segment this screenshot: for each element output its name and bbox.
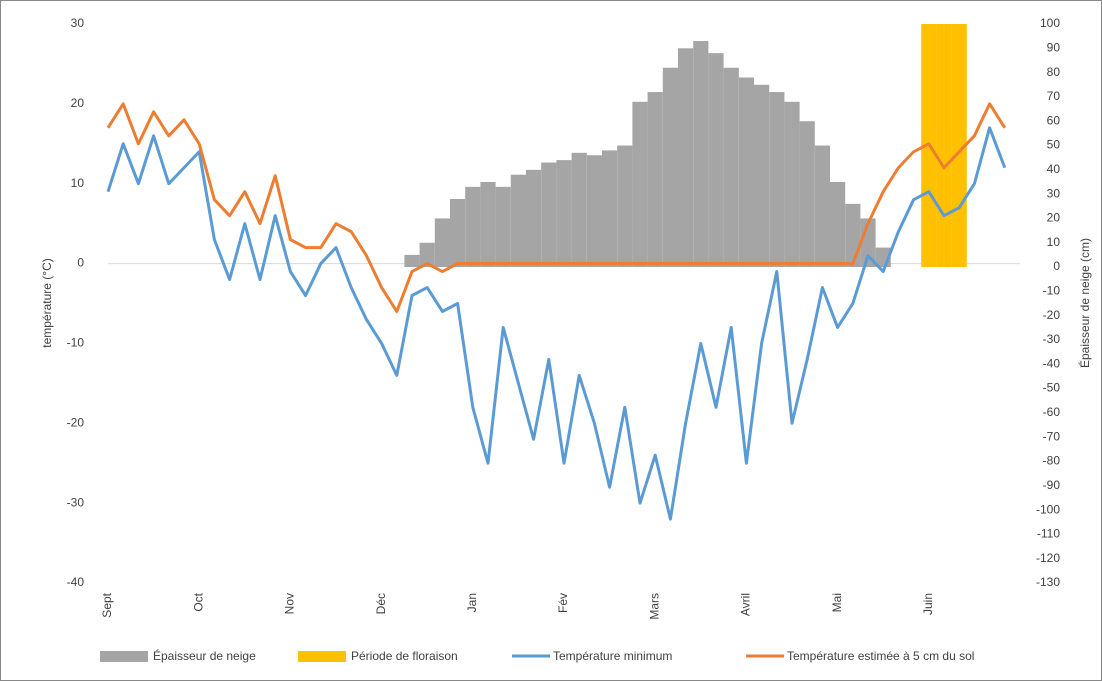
y2-tick-label: -10 [1043,284,1061,298]
bar [495,186,511,268]
legend-swatch [100,651,148,662]
bar [708,53,724,268]
y2-tick-label: -100 [1036,502,1060,516]
y2-tick-label: -110 [1037,527,1060,541]
y-axis-title: température (°C) [40,258,54,348]
y2-tick-label: 0 [1053,259,1060,273]
line [106,102,1007,313]
y2-tick-label: -130 [1036,575,1060,589]
y2-tick-label: -70 [1043,429,1061,443]
y2-tick-label: 60 [1047,113,1061,127]
y2-tick-label: 90 [1047,40,1061,54]
bar [693,41,709,268]
bar [526,169,542,268]
bar [662,67,678,268]
y2-tick-label: -30 [1043,332,1061,346]
bar [465,186,481,268]
bar [632,101,648,268]
y2-tick-label: 10 [1047,235,1061,249]
legend-label: Épaisseur de neige [153,648,256,663]
y2-tick-label: -40 [1043,356,1061,370]
x-tick-label: Sept [100,592,114,617]
y-tick-label: -20 [67,415,85,429]
y2-axis-title: Épaisseur de neige (cm) [1077,238,1092,368]
y2-tick-label: 40 [1047,162,1061,176]
y2-tick-label: -50 [1043,381,1061,395]
bar [830,181,846,268]
y2-tick-label: 100 [1040,16,1060,30]
bar [951,24,967,268]
y2-tick-label: -20 [1043,308,1061,322]
x-tick-label: Nov [283,593,297,614]
bar [571,152,587,268]
y2-tick-label: -120 [1036,551,1060,565]
legend-label: Température minimum [553,649,672,663]
bar [784,101,800,268]
bar [754,84,770,268]
x-tick-label: Déc [374,593,388,614]
bar [404,254,420,268]
legend-swatch [298,651,346,662]
bar [814,145,830,268]
legend-label: Période de floraison [351,649,458,663]
bar [936,24,952,268]
y2-tick-label: 30 [1047,186,1061,200]
x-tick-label: Mai [830,593,844,612]
bar [586,155,602,268]
y2-tick-label: -60 [1043,405,1061,419]
bar [556,160,572,268]
legend-label: Température estimée à 5 cm du sol [787,649,974,663]
bar [541,162,557,268]
bar [434,218,450,268]
y-tick-label: -30 [67,495,85,509]
y2-tick-label: -90 [1043,478,1061,492]
bar [647,92,663,268]
y2-tick-label: -80 [1043,454,1061,468]
bar [678,48,694,268]
bar [769,92,785,268]
y-tick-label: -10 [67,336,85,350]
y2-tick-label: 20 [1047,211,1061,225]
y2-tick-label: 50 [1047,138,1061,152]
bar [617,145,633,268]
bar [480,181,496,268]
bar [602,150,618,268]
x-tick-label: Jan [465,593,479,612]
bar [845,203,861,268]
x-tick-label: Oct [191,592,205,611]
bar [723,67,739,268]
y-tick-label: 10 [71,176,85,190]
y2-tick-label: 80 [1047,65,1061,79]
y2-tick-label: 70 [1047,89,1061,103]
bar [799,121,815,268]
x-tick-label: Mars [647,593,661,620]
y-tick-label: -40 [67,575,85,589]
bar [419,242,435,268]
bar [738,77,754,268]
line [106,126,1007,521]
bar [510,174,526,268]
y-tick-label: 0 [77,256,84,270]
x-tick-label: Avril [739,593,753,616]
bar [450,198,466,268]
x-tick-label: Juin [921,593,935,615]
x-tick-label: Fév [556,593,570,613]
y-tick-label: 30 [71,16,85,30]
y-tick-label: 20 [71,96,85,110]
